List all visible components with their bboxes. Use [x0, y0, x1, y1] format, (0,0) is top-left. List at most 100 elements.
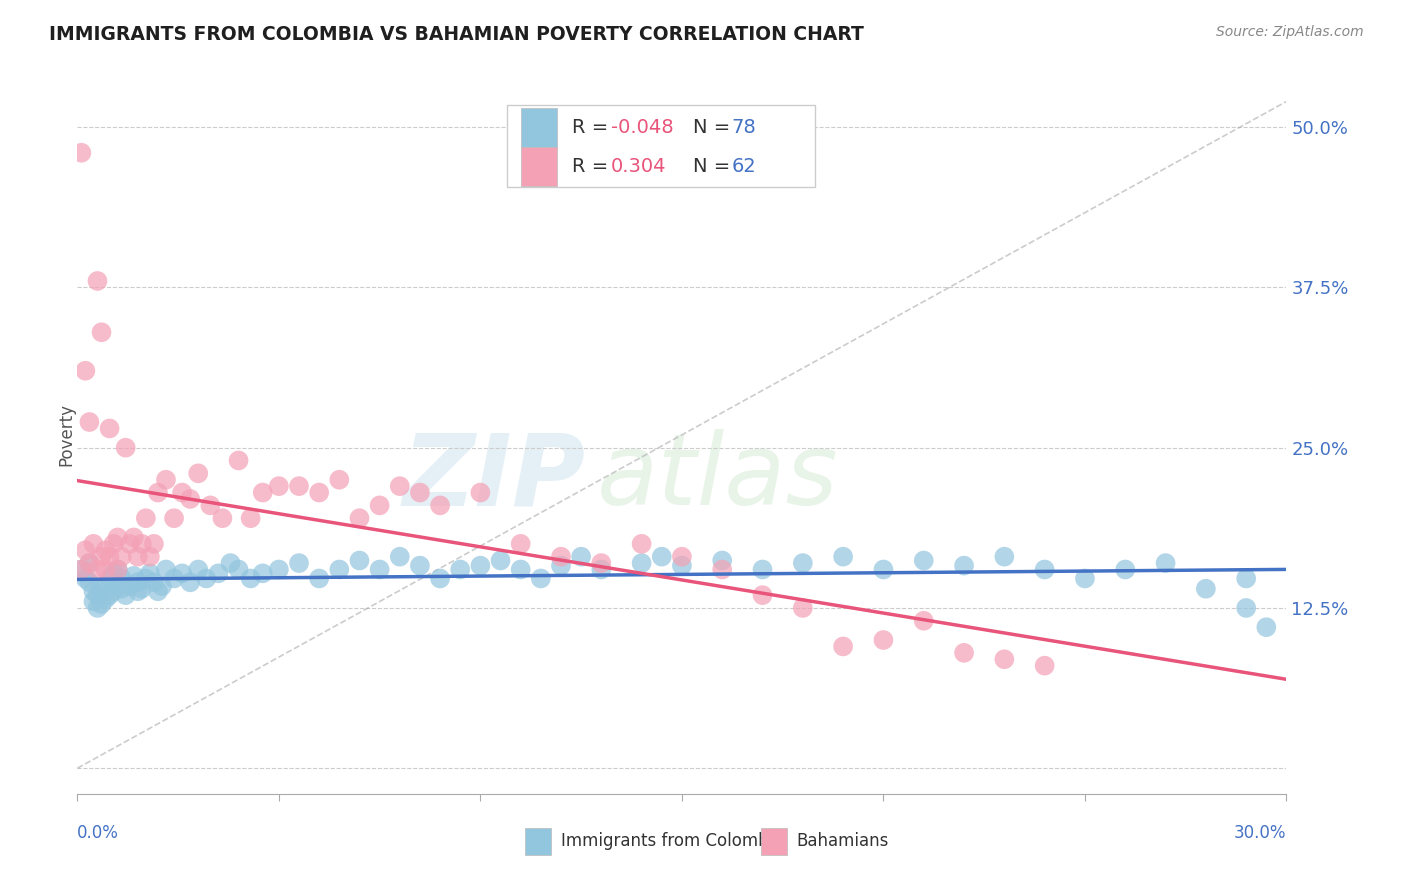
Point	[111, 571, 134, 585]
Point	[1234, 601, 1257, 615]
Point	[131, 582, 153, 596]
Point	[163, 571, 186, 585]
Point	[75, 364, 97, 378]
Point	[90, 325, 112, 339]
Y-axis label: Poverty: Poverty	[58, 403, 75, 467]
Point	[591, 562, 613, 576]
Point	[114, 588, 136, 602]
Point	[98, 588, 121, 602]
Point	[328, 473, 350, 487]
Point	[131, 537, 153, 551]
Point	[98, 421, 121, 435]
Point	[671, 549, 693, 564]
Point	[1154, 556, 1177, 570]
Text: 78: 78	[731, 118, 756, 137]
Point	[103, 537, 125, 551]
Point	[118, 579, 141, 593]
Point	[187, 562, 209, 576]
Text: IMMIGRANTS FROM COLOMBIA VS BAHAMIAN POVERTY CORRELATION CHART: IMMIGRANTS FROM COLOMBIA VS BAHAMIAN POV…	[49, 25, 865, 44]
Bar	[761, 828, 787, 855]
Point	[550, 549, 572, 564]
Text: 30.0%: 30.0%	[1234, 824, 1286, 842]
Point	[470, 485, 492, 500]
Point	[349, 511, 371, 525]
Text: 62: 62	[731, 157, 756, 176]
Point	[142, 537, 165, 551]
Text: atlas: atlas	[598, 429, 839, 526]
Point	[228, 562, 250, 576]
Point	[103, 584, 125, 599]
Point	[651, 549, 673, 564]
Point	[107, 562, 129, 576]
Point	[388, 549, 411, 564]
Point	[90, 582, 112, 596]
Point	[135, 511, 157, 525]
Point	[228, 453, 250, 467]
Point	[239, 571, 262, 585]
Point	[509, 562, 531, 576]
Text: N =: N =	[693, 118, 737, 137]
Point	[103, 566, 125, 581]
Point	[993, 549, 1015, 564]
Point	[107, 562, 129, 576]
Point	[252, 485, 274, 500]
Point	[70, 562, 93, 576]
Point	[86, 562, 108, 576]
Text: R =: R =	[572, 157, 620, 176]
Point	[127, 549, 149, 564]
Point	[872, 633, 894, 648]
Point	[142, 575, 165, 590]
Point	[146, 485, 169, 500]
Point	[195, 571, 218, 585]
Point	[489, 553, 512, 567]
Point	[200, 499, 222, 513]
Text: R =: R =	[572, 118, 614, 137]
Point	[288, 479, 311, 493]
Point	[832, 640, 855, 654]
Point	[219, 556, 242, 570]
Point	[70, 562, 93, 576]
Point	[267, 562, 290, 576]
Bar	[522, 146, 557, 186]
Point	[509, 537, 531, 551]
Point	[252, 566, 274, 581]
Point	[86, 274, 108, 288]
Point	[79, 556, 101, 570]
Point	[79, 415, 101, 429]
Text: Source: ZipAtlas.com: Source: ZipAtlas.com	[1216, 25, 1364, 39]
Point	[135, 571, 157, 585]
Point	[832, 549, 855, 564]
Point	[1195, 582, 1218, 596]
Point	[349, 553, 371, 567]
Point	[111, 549, 134, 564]
Point	[530, 571, 553, 585]
Point	[239, 511, 262, 525]
Point	[429, 571, 451, 585]
Point	[172, 566, 194, 581]
Point	[86, 601, 108, 615]
Point	[179, 491, 201, 506]
Point	[114, 441, 136, 455]
Text: 0.304: 0.304	[610, 157, 666, 176]
Point	[591, 556, 613, 570]
Point	[82, 584, 104, 599]
Point	[163, 511, 186, 525]
FancyBboxPatch shape	[506, 104, 815, 187]
Point	[127, 584, 149, 599]
Point	[82, 537, 104, 551]
Point	[139, 566, 162, 581]
Point	[671, 558, 693, 573]
Point	[630, 537, 652, 551]
Point	[207, 566, 229, 581]
Point	[368, 499, 391, 513]
Point	[328, 562, 350, 576]
Point	[409, 485, 432, 500]
Point	[872, 562, 894, 576]
Point	[98, 571, 121, 585]
Point	[187, 467, 209, 481]
Point	[111, 582, 134, 596]
Point	[711, 553, 734, 567]
Point	[912, 614, 935, 628]
Point	[90, 549, 112, 564]
Point	[470, 558, 492, 573]
